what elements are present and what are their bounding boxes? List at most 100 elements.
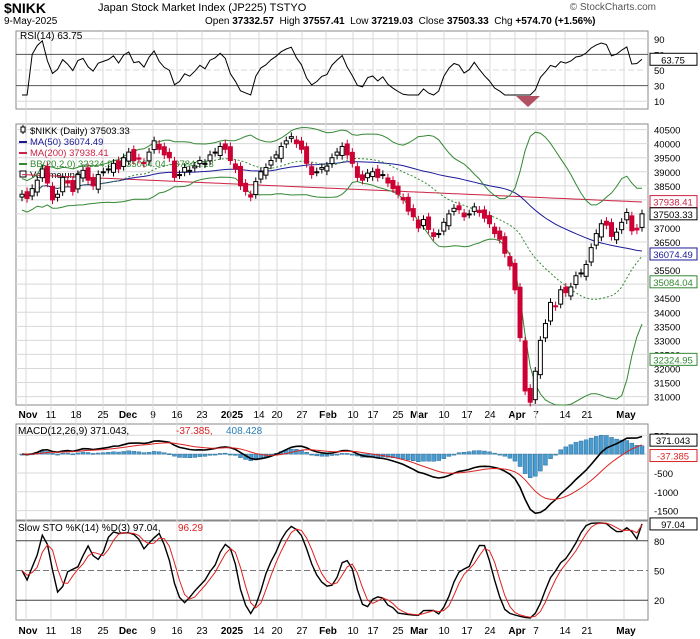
macd-hist-bar (472, 450, 477, 455)
candle-body (634, 227, 640, 231)
sto-value-tag-box (649, 517, 698, 531)
x-label-bottom-4: Dec (119, 626, 138, 637)
rsi-value-tag-box (649, 52, 698, 66)
candle-body (365, 172, 371, 179)
symbol-title: $NIKK (4, 0, 47, 16)
exchange-code: TSTYO (269, 2, 307, 14)
candle-body (222, 143, 228, 150)
macd-hist-bar (50, 453, 55, 455)
legend-candle-body-icon (20, 126, 26, 133)
macd-hist-bar (578, 440, 584, 455)
candle-body (370, 171, 376, 178)
rsi-tick-2: 50 (654, 66, 665, 77)
macd-hist-bar (436, 453, 441, 461)
macd-hist-bar (182, 453, 187, 458)
x-label-bottom-20: Apr (508, 626, 525, 637)
candle-body (603, 220, 609, 226)
candle-body (456, 205, 462, 211)
macd-hist-bar (451, 453, 457, 456)
candle-body (629, 215, 635, 232)
macd-hist-bar (212, 453, 218, 456)
x-label-bottom-1: 11 (46, 626, 57, 637)
candle-body (70, 179, 76, 192)
candle-body (44, 165, 50, 184)
macd-signal-tag-box (649, 449, 698, 463)
macd-hist-bar (421, 453, 426, 462)
macd-hist-bar (60, 452, 65, 455)
sto-tick-0: 80 (654, 537, 665, 548)
bb-lower-line (21, 176, 643, 406)
macd-hist-bar (334, 453, 340, 456)
x-label-bottom-5: 9 (150, 626, 156, 637)
macd-hist-bar (538, 453, 543, 472)
candle-body (299, 140, 305, 150)
ohlc-summary: Open 37332.57 High 37557.41 Low 37219.03… (205, 16, 595, 27)
bb-mid-value-tag-box (649, 275, 698, 289)
sto-legend-d: 96.29 (178, 523, 203, 534)
brand-watermark: © StockCharts.com (569, 2, 656, 13)
macd-hist-bar (304, 452, 309, 455)
candle-body (522, 340, 528, 392)
macd-hist-bar (573, 442, 579, 455)
candle-body (380, 174, 386, 177)
x-label-bottom-3: 25 (97, 626, 109, 637)
macd-hist-bar (75, 452, 81, 455)
price-tick-2: 39500 (654, 154, 680, 165)
macd-hist-bar (151, 451, 157, 455)
x-label-mid-20: Apr (508, 410, 525, 421)
macd-hist-bar (126, 450, 131, 455)
x-label-bottom-0: Nov (19, 626, 38, 637)
macd-hist-bar (456, 452, 462, 455)
macd-value-tag-box (649, 433, 698, 447)
rsi-tick-0: 90 (654, 35, 665, 46)
macd-hist-bar (324, 453, 330, 457)
macd-hist-bar (568, 444, 574, 455)
close-label: Close (418, 16, 445, 27)
macd-hist-bar (70, 453, 76, 456)
candle-body (415, 219, 421, 229)
candle-body (85, 167, 91, 181)
candle-body (309, 166, 315, 176)
macd-hist-bar (543, 453, 548, 466)
candle-body (588, 247, 594, 263)
close-value-tag-box (649, 207, 698, 221)
candle-body (476, 209, 482, 214)
x-label-bottom-13: 10 (347, 626, 359, 637)
candle-body (359, 174, 365, 181)
candle-body (542, 323, 548, 339)
ma200-value-tag-text: 37938.41 (653, 198, 693, 209)
macd-hist-bar (116, 451, 121, 455)
macd-hist-bar (156, 451, 162, 455)
macd-hist-bar (65, 452, 70, 455)
macd-hist-bar (85, 452, 91, 455)
candle-body (385, 177, 391, 184)
rsi-value-tag-text: 63.75 (661, 55, 685, 66)
candle-body (202, 162, 208, 165)
macd-hist-bar (446, 453, 452, 457)
macd-hist-bar (106, 452, 111, 455)
candle-body (227, 146, 233, 162)
x-label-bottom-22: 14 (559, 626, 571, 637)
bb-mid-value-tag-text: 35084.04 (653, 278, 693, 289)
candle-body (354, 166, 360, 178)
candle-body (268, 160, 274, 166)
x-label-mid-0: Nov (19, 410, 38, 421)
candle-body (349, 151, 355, 164)
price-tick-14: 33500 (654, 322, 680, 333)
macd-hist-bar (548, 453, 553, 459)
close-value: 37503.33 (446, 16, 489, 27)
price-tick-1: 40000 (654, 140, 680, 151)
ma50-value-tag: 36074.49 (649, 247, 698, 261)
candle-body (207, 154, 213, 162)
x-label-mid-4: Dec (119, 410, 138, 421)
macd-hist-bar (405, 453, 411, 461)
macd-hist-bar (90, 453, 96, 455)
panel-macd-frame (15, 423, 649, 521)
price-legend-1: MA(50) 36074.49 (30, 137, 103, 148)
candle-body (593, 233, 599, 246)
legend-checkbox-icon (19, 170, 27, 178)
candle-body (624, 212, 630, 221)
bb-low-value-tag-box (649, 352, 698, 366)
candle-body (487, 215, 493, 225)
